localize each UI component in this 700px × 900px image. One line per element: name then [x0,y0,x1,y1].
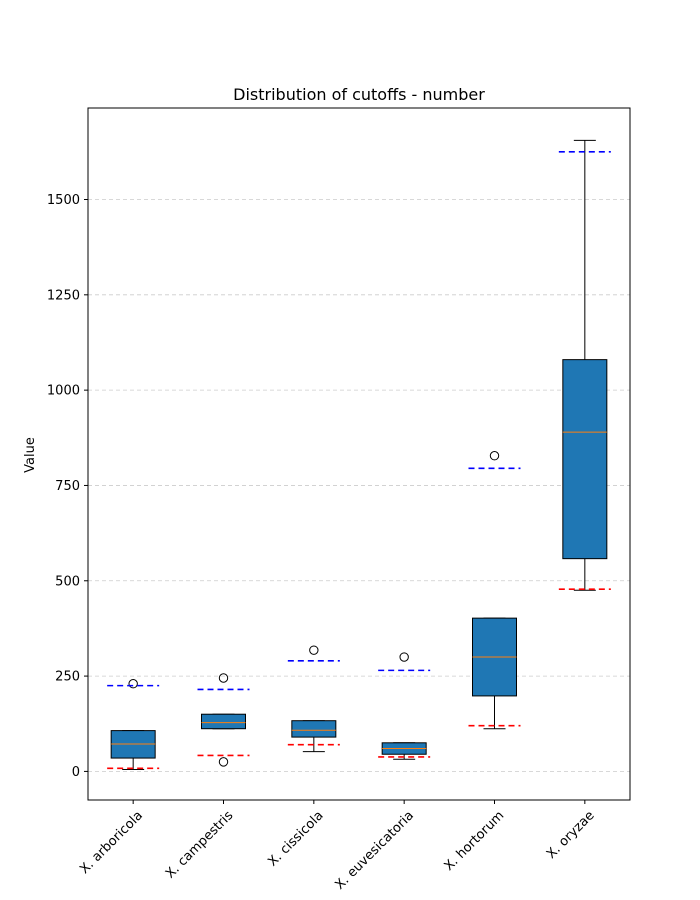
y-tick-label: 750 [55,479,80,494]
box-group [562,139,608,591]
cutoff-layer [107,151,611,770]
y-tick-label: 500 [55,574,80,589]
box [562,359,608,560]
box-group [381,652,427,760]
outlier-point [309,645,319,655]
y-tick-label: 1000 [47,384,80,399]
box-group [110,679,156,770]
box [201,713,246,730]
y-axis-label: Value [23,437,38,473]
chart-title: Distribution of cutoffs - number [233,85,485,104]
y-tick-label: 1250 [47,288,80,303]
grid-lines [88,199,630,772]
outlier-point [128,679,138,689]
box-group [291,645,337,753]
box-group [201,673,246,767]
outlier-point [489,451,500,461]
outlier-point [218,757,229,767]
y-tick-label: 0 [72,765,80,780]
y-tick-label: 250 [55,670,80,685]
box [291,720,337,738]
plot-frame [87,107,631,801]
y-tick-label: 1500 [47,193,80,208]
outlier-point [399,652,409,662]
box-group [472,451,517,730]
box-layer [110,139,608,770]
outlier-point [218,673,229,683]
y-axis: 0 250 500 750 1000 1250 1500 [47,193,88,780]
